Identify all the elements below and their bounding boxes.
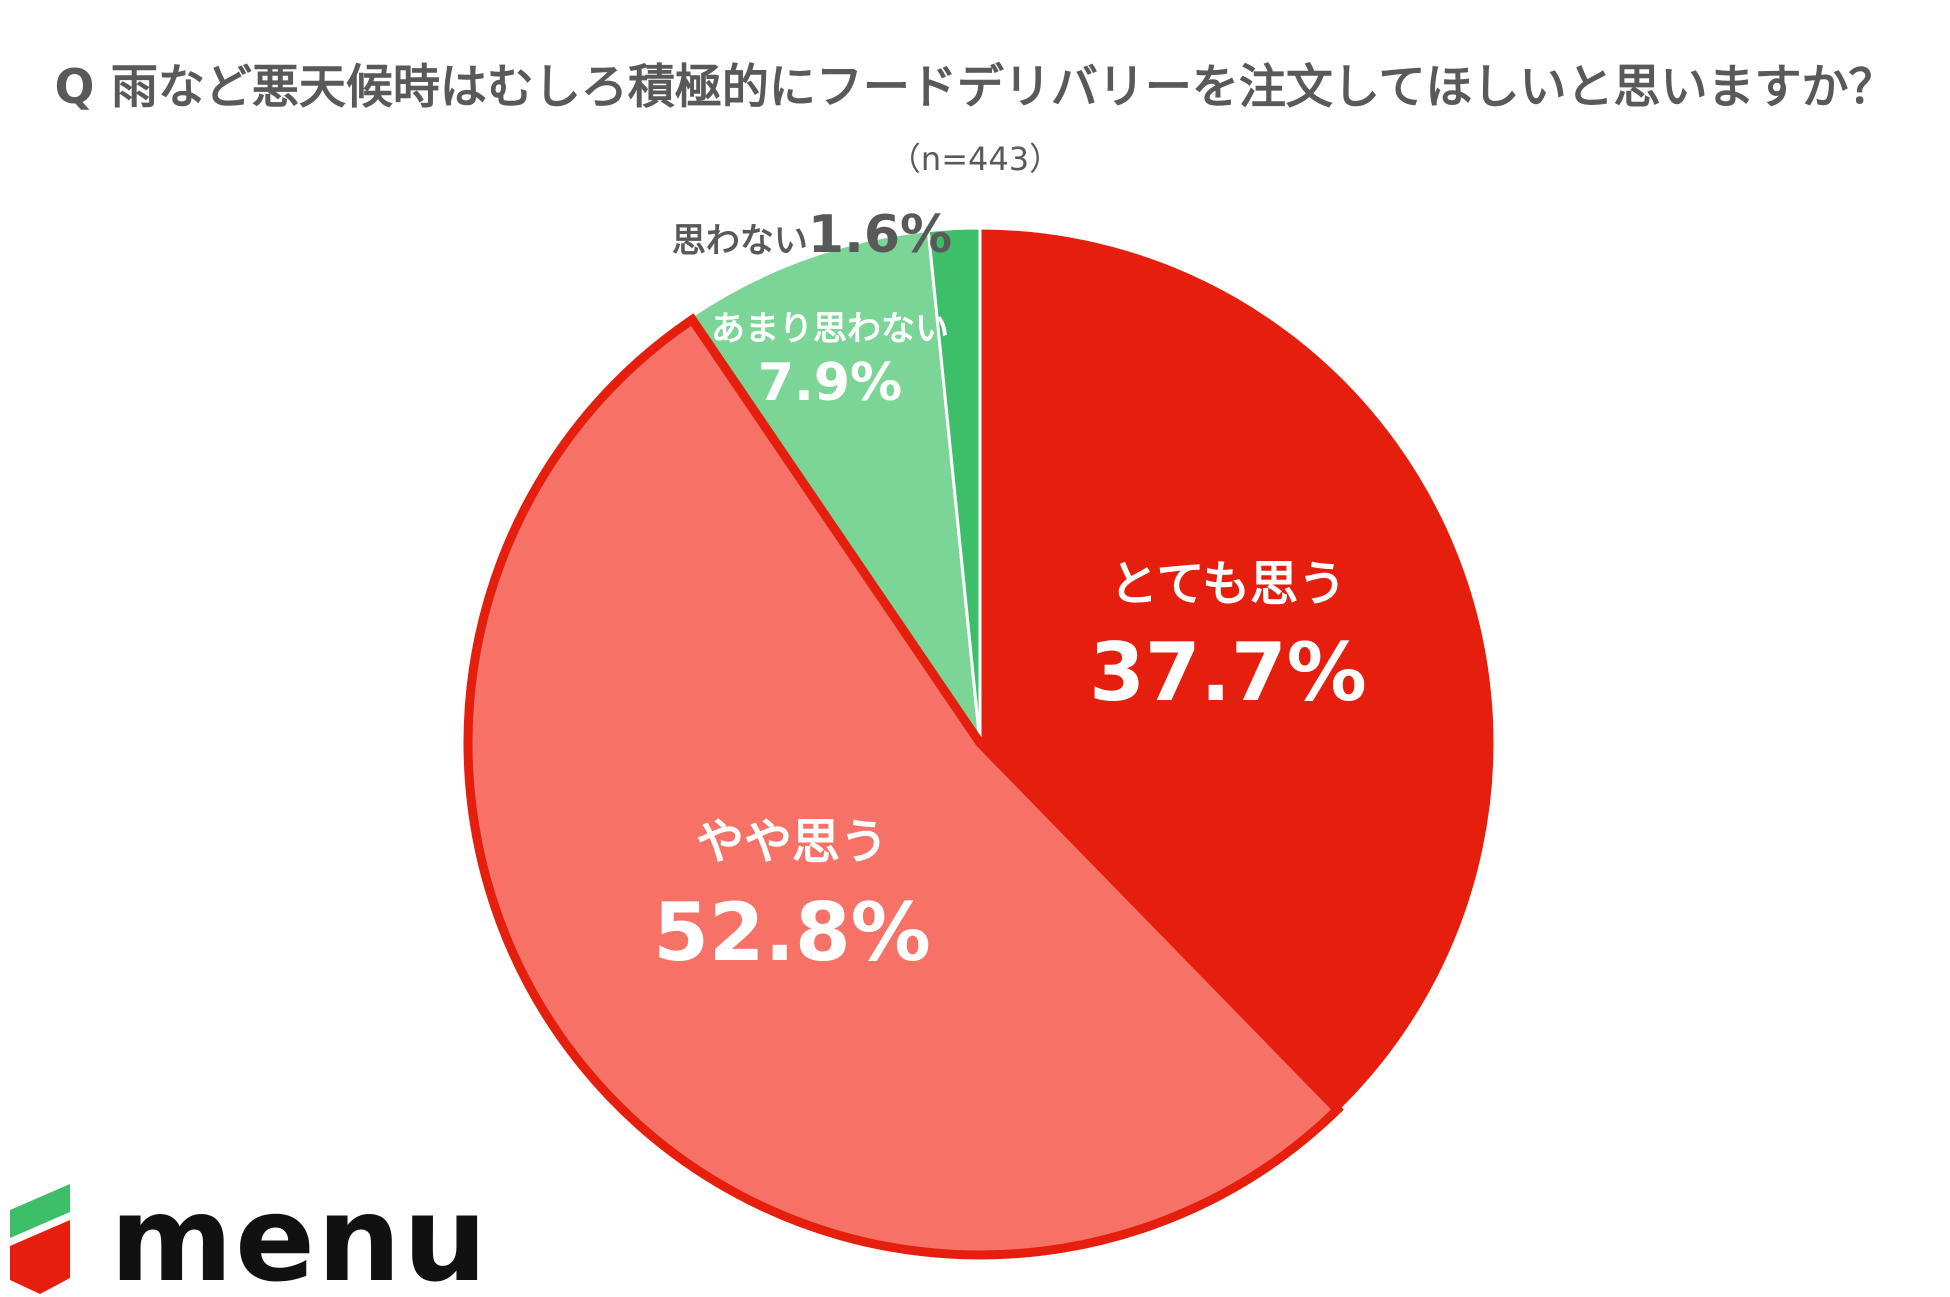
slice-value-very-think: 37.7% (1089, 626, 1367, 719)
chart-title: Q 雨など悪天候時はむしろ積極的にフードデリバリーを注文してほしいと思いますか？ (54, 60, 1896, 115)
slice-name-not-much: あまり思わない (711, 309, 949, 349)
slice-name-somewhat-think: やや思う (696, 814, 888, 870)
slice-value-not-much: 7.9% (758, 353, 902, 413)
slice-value-not-think: 1.6% (808, 205, 952, 265)
slice-value-somewhat-think: 52.8% (653, 886, 931, 979)
sample-size-label: （n=443） (888, 140, 1062, 178)
pie-slice-not-much (689, 229, 982, 745)
pie-slice-highlight-border (463, 313, 1344, 1260)
pie-slice-very-think (978, 226, 1497, 1114)
pie-slice-not-think (926, 226, 982, 745)
menu-logo: menu (10, 1170, 489, 1297)
logo-mark-red (10, 1220, 70, 1294)
slice-label-not-think: 思わない1.6% (672, 205, 952, 265)
logo-wordmark: menu (110, 1170, 489, 1297)
slice-name-not-think: 思わない (672, 221, 808, 261)
logo-mark-green (10, 1184, 70, 1238)
slice-name-very-think: とても思う (1110, 556, 1346, 612)
